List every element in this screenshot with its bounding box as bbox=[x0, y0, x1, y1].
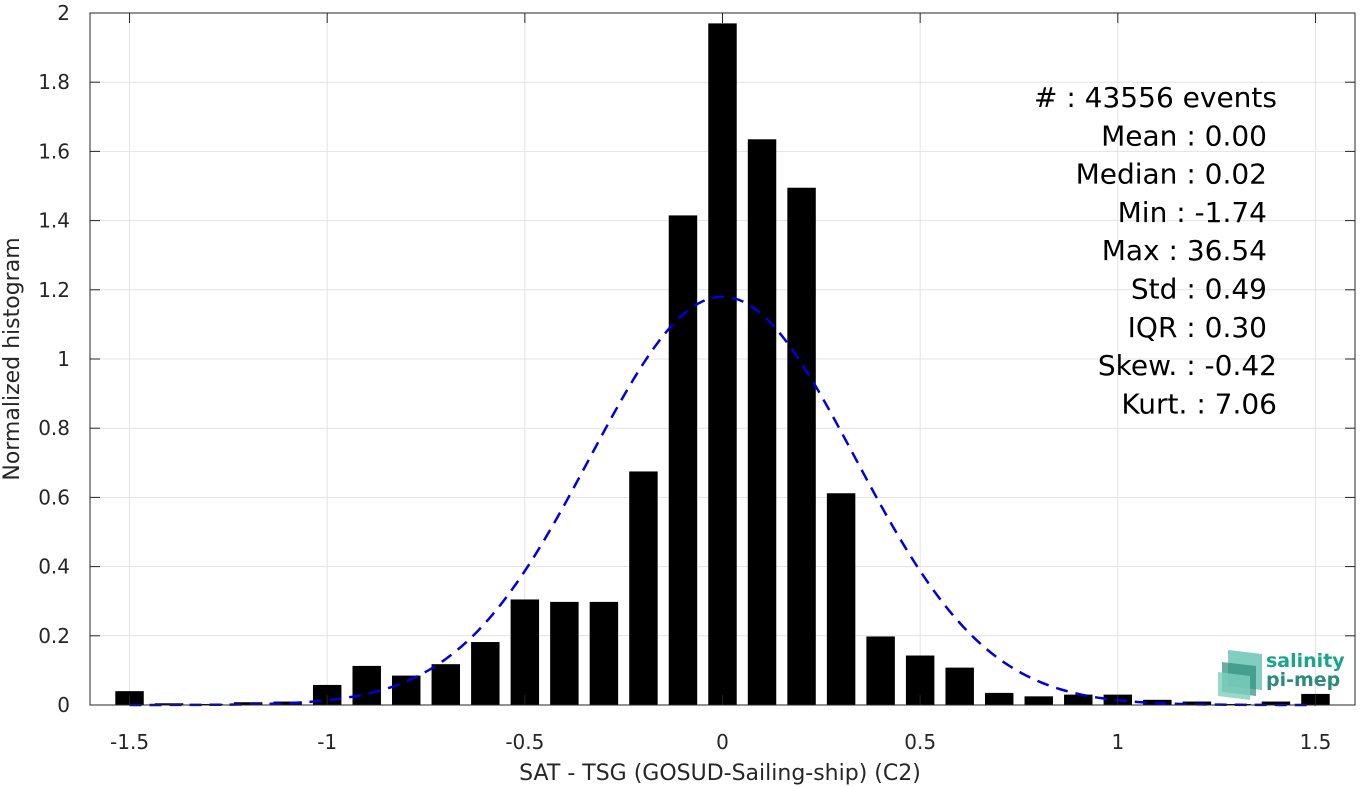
y-tick-label-10: 2 bbox=[57, 1, 70, 25]
y-tick-label-6: 1.2 bbox=[38, 278, 70, 302]
stats-line-4: Max : 36.54 bbox=[1102, 234, 1267, 267]
histogram-bar-4 bbox=[273, 701, 302, 705]
histogram-bar-19 bbox=[866, 636, 895, 705]
histogram-bar-7 bbox=[392, 675, 421, 705]
logo-mark-icon bbox=[1218, 650, 1262, 700]
x-tick-label-3: 0 bbox=[716, 730, 729, 754]
histogram-bar-3 bbox=[233, 702, 263, 705]
y-tick-label-9: 1.8 bbox=[38, 70, 70, 94]
histogram-bar-21 bbox=[945, 667, 974, 705]
histogram-bar-6 bbox=[352, 665, 381, 705]
histogram-bar-14 bbox=[668, 215, 698, 705]
y-tick-label-8: 1.6 bbox=[38, 139, 70, 163]
histogram-bar-29 bbox=[1261, 701, 1291, 705]
y-tick-label-0: 0 bbox=[57, 693, 70, 717]
histogram-bar-18 bbox=[826, 493, 856, 705]
histogram-bar-11 bbox=[550, 601, 579, 705]
x-tick-label-5: 1 bbox=[1111, 730, 1124, 754]
x-tick-label-2: -0.5 bbox=[505, 730, 544, 754]
stats-line-2: Median : 0.02 bbox=[1076, 158, 1267, 191]
histogram-bar-22 bbox=[984, 692, 1014, 705]
stats-line-1: Mean : 0.00 bbox=[1101, 119, 1267, 152]
histogram-bar-24 bbox=[1064, 694, 1093, 705]
y-tick-label-7: 1.4 bbox=[38, 209, 70, 233]
stats-line-3: Min : -1.74 bbox=[1118, 196, 1267, 229]
histogram-bars bbox=[115, 23, 1330, 706]
y-axis-title: Normalized histogram bbox=[0, 237, 25, 480]
stats-line-7: Skew. : -0.42 bbox=[1098, 349, 1277, 382]
histogram-bar-23 bbox=[1024, 696, 1053, 705]
histogram-bar-13 bbox=[629, 471, 658, 705]
y-tick-labels: 0 0.2 0.4 0.6 0.8 1 1.2 1.4 1.6 1.8 2 bbox=[38, 1, 70, 717]
logo-line1: salinity bbox=[1266, 650, 1345, 672]
x-tick-labels: -1.5 -1 -0.5 0 0.5 1 1.5 bbox=[110, 730, 1331, 754]
logo-line2: pi-mep bbox=[1266, 669, 1340, 691]
x-tick-label-1: -1 bbox=[317, 730, 337, 754]
statistics-box: # : 43556 events Mean : 0.00 Median : 0.02… bbox=[1034, 81, 1277, 420]
histogram-bar-17 bbox=[787, 187, 816, 706]
y-tick-label-5: 1 bbox=[57, 347, 70, 371]
x-tick-label-0: -1.5 bbox=[110, 730, 149, 754]
stats-line-0: # : 43556 events bbox=[1034, 81, 1277, 114]
salinity-pi-mep-logo: salinity pi-mep bbox=[1218, 650, 1345, 700]
stats-line-5: Std : 0.49 bbox=[1131, 273, 1267, 306]
axes bbox=[89, 12, 1356, 706]
histogram-bar-2 bbox=[194, 703, 223, 705]
histogram-bar-8 bbox=[431, 664, 461, 705]
y-tick-label-1: 0.2 bbox=[38, 624, 70, 648]
stats-line-6: IQR : 0.30 bbox=[1128, 311, 1267, 344]
histogram-bar-15 bbox=[708, 23, 737, 705]
y-tick-label-4: 0.8 bbox=[38, 416, 70, 440]
y-tick-label-3: 0.6 bbox=[38, 485, 70, 509]
histogram-bar-10 bbox=[510, 599, 540, 705]
histogram-bar-9 bbox=[471, 642, 500, 705]
x-tick-label-4: 0.5 bbox=[904, 730, 936, 754]
x-axis-title: SAT - TSG (GOSUD-Sailing-ship) (C2) bbox=[519, 761, 921, 786]
x-tick-label-6: 1.5 bbox=[1300, 730, 1332, 754]
histogram-bar-12 bbox=[589, 601, 619, 705]
stats-line-8: Kurt. : 7.06 bbox=[1121, 387, 1277, 420]
histogram-bar-1 bbox=[154, 703, 184, 705]
y-tick-label-2: 0.4 bbox=[38, 555, 70, 579]
histogram-bar-16 bbox=[747, 139, 777, 706]
